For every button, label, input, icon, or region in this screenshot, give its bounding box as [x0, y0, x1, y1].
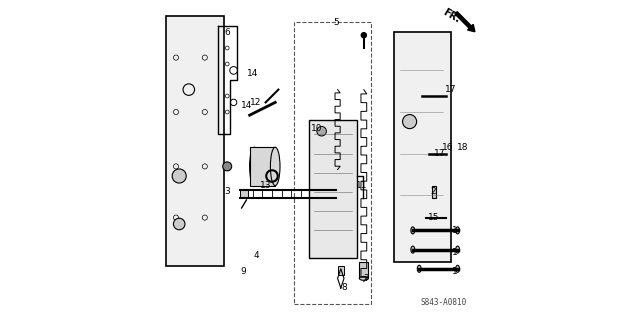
Text: 1: 1 [452, 226, 457, 235]
FancyBboxPatch shape [308, 120, 357, 258]
Ellipse shape [270, 147, 280, 186]
Circle shape [317, 126, 326, 136]
Ellipse shape [411, 246, 415, 253]
Circle shape [172, 169, 186, 183]
Circle shape [223, 162, 232, 171]
Text: 17: 17 [435, 149, 445, 158]
Text: 1: 1 [452, 268, 457, 276]
Text: 18: 18 [457, 143, 468, 152]
Bar [338, 266, 344, 275]
Text: 12: 12 [250, 98, 262, 107]
Ellipse shape [250, 147, 259, 186]
Text: 3: 3 [225, 188, 230, 196]
Bar [294, 22, 371, 304]
Bar [360, 262, 369, 278]
Circle shape [403, 115, 417, 129]
Text: 17: 17 [445, 85, 457, 94]
Text: 8: 8 [341, 284, 347, 292]
Text: 1: 1 [452, 248, 457, 257]
Text: 4: 4 [253, 252, 259, 260]
Text: FR.: FR. [441, 7, 461, 24]
FancyBboxPatch shape [166, 16, 224, 266]
Text: 14: 14 [247, 69, 259, 78]
Text: 7: 7 [364, 274, 369, 283]
Ellipse shape [456, 246, 460, 253]
Ellipse shape [417, 265, 421, 272]
Ellipse shape [456, 265, 460, 272]
FancyBboxPatch shape [394, 32, 451, 262]
FancyArrow shape [455, 12, 475, 32]
Text: 11: 11 [356, 181, 367, 190]
Text: 9: 9 [241, 268, 246, 276]
Text: 6: 6 [225, 28, 230, 36]
Text: 10: 10 [311, 124, 323, 132]
Circle shape [362, 33, 367, 38]
Text: 2: 2 [431, 188, 436, 196]
Ellipse shape [456, 227, 460, 234]
Bar [250, 147, 275, 186]
Text: 14: 14 [241, 101, 252, 110]
Text: 13: 13 [260, 181, 271, 190]
Ellipse shape [411, 227, 415, 234]
Text: S843-A0810: S843-A0810 [421, 298, 467, 307]
Ellipse shape [360, 276, 369, 280]
Circle shape [173, 218, 185, 230]
Text: 5: 5 [333, 18, 339, 27]
Bar [432, 186, 436, 198]
Bar [240, 190, 248, 198]
Text: 16: 16 [442, 143, 454, 152]
Text: 15: 15 [428, 213, 439, 222]
